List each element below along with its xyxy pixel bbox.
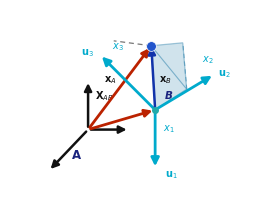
Text: A: A [72, 149, 81, 162]
Text: B: B [165, 91, 173, 101]
Text: $\mathbf{x}_B$: $\mathbf{x}_B$ [159, 74, 172, 86]
Text: $x_3$: $x_3$ [112, 41, 124, 53]
Text: $x_1$: $x_1$ [163, 124, 175, 135]
Polygon shape [151, 43, 187, 110]
Text: $\mathbf{u}_1$: $\mathbf{u}_1$ [165, 169, 178, 181]
Text: $\mathbf{x}_A$: $\mathbf{x}_A$ [104, 74, 116, 86]
Text: $\mathbf{X}_{AB}$: $\mathbf{X}_{AB}$ [95, 89, 113, 103]
Text: $\mathbf{u}_3$: $\mathbf{u}_3$ [81, 47, 94, 59]
Text: $x_2$: $x_2$ [203, 55, 214, 66]
Text: $\mathbf{u}_2$: $\mathbf{u}_2$ [218, 68, 231, 80]
